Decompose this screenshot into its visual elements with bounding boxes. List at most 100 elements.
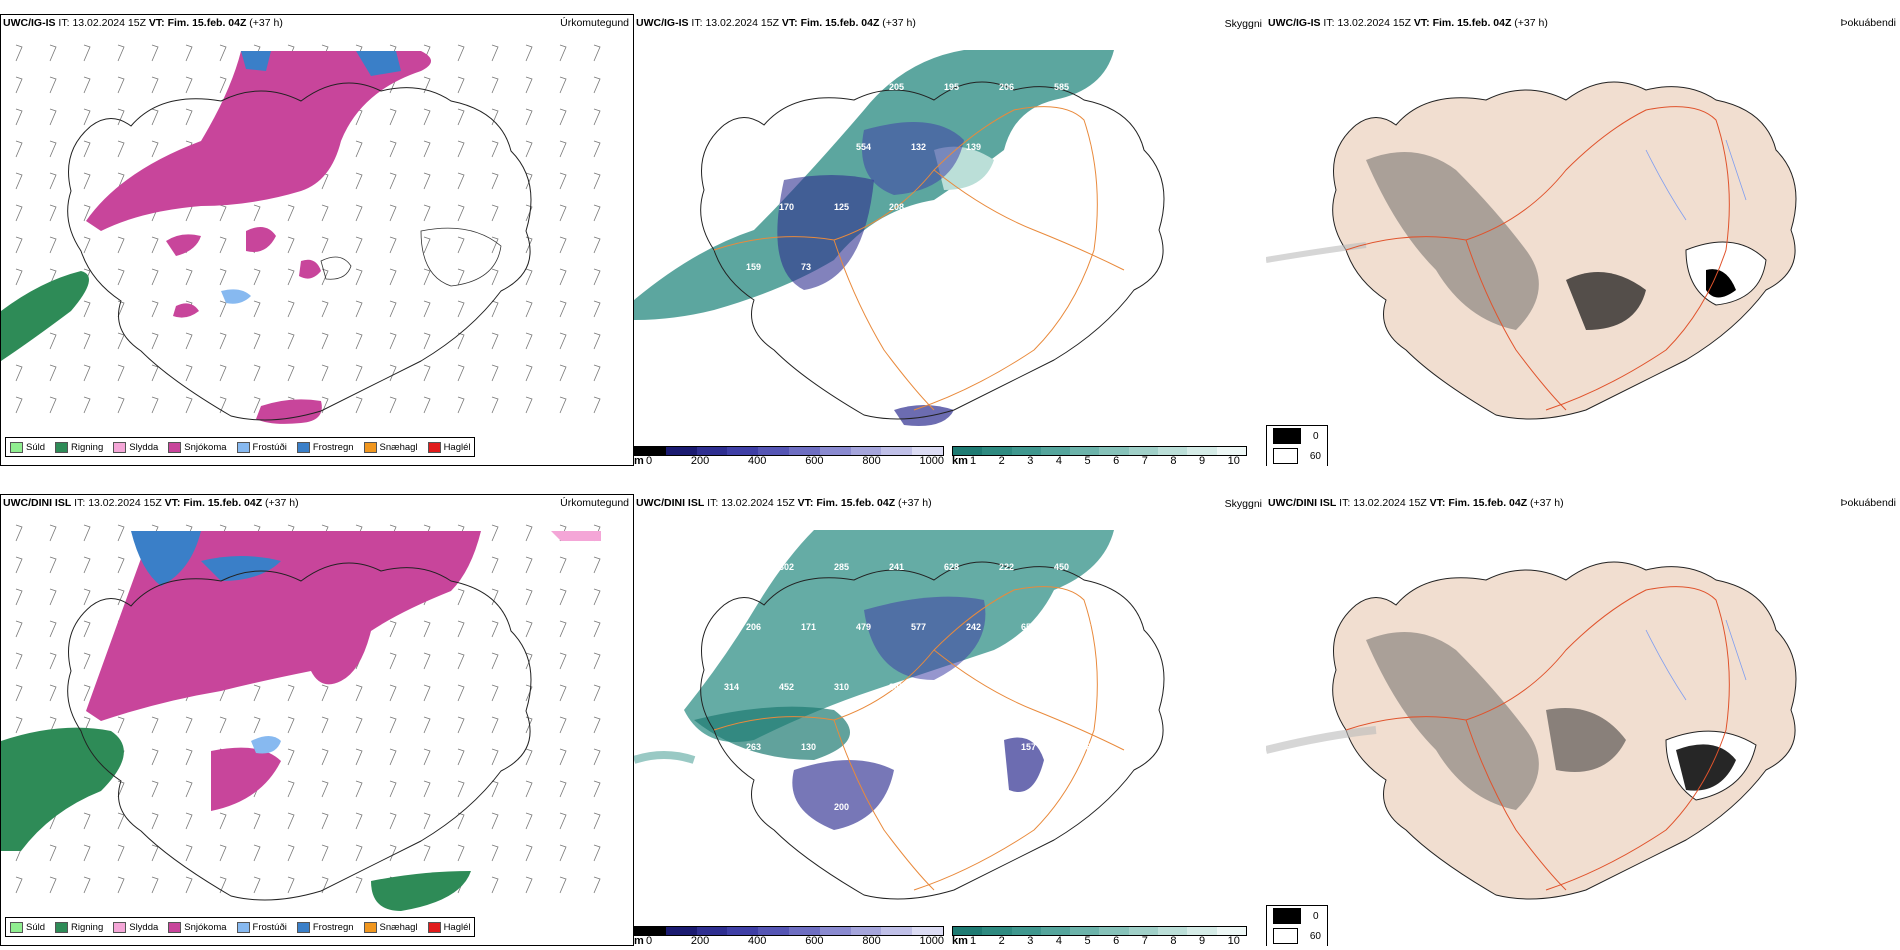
lead-time: (+37 h) — [265, 497, 299, 509]
wind-barb — [117, 524, 125, 542]
wind-barb — [457, 652, 465, 670]
wind-barb — [423, 780, 431, 798]
wind-barb — [491, 684, 499, 702]
ceiling-label: 163 — [944, 202, 959, 212]
ceiling-label: 125 — [834, 202, 849, 212]
coastline — [700, 561, 1165, 900]
wind-barb — [593, 620, 601, 638]
wind-barb — [423, 396, 431, 414]
panel-header: UWC/DINI ISL IT: 13.02.2024 15Z VT: Fim.… — [634, 494, 1266, 510]
wind-barb — [525, 748, 533, 766]
wind-barb — [83, 204, 91, 222]
wind-barb — [559, 876, 567, 894]
colorbar-tick-4: 5 — [1084, 935, 1091, 946]
colorbar-tick-1: 2 — [998, 935, 1005, 946]
wind-barb — [457, 780, 465, 798]
wind-barb — [151, 748, 159, 766]
rain-area — [1, 271, 89, 361]
fog-gradient — [1366, 152, 1539, 330]
low-cloud-area — [634, 50, 1114, 320]
ceiling-label: 206 — [999, 82, 1014, 92]
colorbar-m-ticks: 0 200 400 600 800 1000 — [646, 455, 944, 466]
legend-label: Snæhagl — [379, 921, 418, 933]
wind-barb — [321, 236, 329, 254]
wind-barb — [389, 396, 397, 414]
wind-barb — [355, 876, 363, 894]
colorbar-swatch-5 — [788, 927, 820, 935]
wind-barb — [151, 140, 159, 158]
cloud-base-low — [792, 760, 894, 830]
wind-barb — [151, 812, 159, 830]
panel-title: Þokuábendi — [1840, 17, 1896, 29]
rain-area — [1, 727, 124, 851]
wind-barb — [593, 812, 601, 830]
vt-label: VT: — [1413, 17, 1430, 29]
wind-barb — [491, 716, 499, 734]
legend-swatch — [55, 441, 69, 453]
wind-barb — [15, 268, 23, 286]
wind-barb — [49, 844, 57, 862]
legend-item-7: Haglél — [427, 921, 471, 933]
fog-gradient — [1366, 632, 1539, 810]
wind-barb — [83, 108, 91, 126]
freezing-rain-area — [356, 51, 401, 76]
colorbar-swatch-7 — [850, 927, 882, 935]
legend-item-2: Slydda — [113, 441, 159, 453]
colorbar-swatch-2 — [1011, 927, 1041, 935]
ceiling-label: 253 — [746, 142, 761, 152]
wind-barb — [593, 204, 601, 222]
wind-barb — [185, 716, 193, 734]
ceiling-label: 307 — [944, 682, 959, 692]
wind-barb — [491, 556, 499, 574]
colorbar-tick-1: 200 — [690, 935, 710, 946]
wind-barb — [253, 716, 261, 734]
wind-barb — [83, 332, 91, 350]
wind-barb — [593, 76, 601, 94]
wind-barb — [355, 780, 363, 798]
wind-barb — [593, 588, 601, 606]
colorbar-tick-0: 0 — [646, 455, 653, 466]
wind-barb — [355, 300, 363, 318]
colorbar-tick-9: 10 — [1227, 455, 1240, 466]
snow-area — [86, 531, 481, 721]
colorbar-swatch-6 — [819, 447, 851, 455]
colorbar-swatch-0 — [953, 927, 983, 935]
road-network — [1345, 586, 1730, 891]
legend-swatch — [113, 441, 127, 453]
ceiling-label: 123 — [856, 742, 871, 752]
legend-swatch — [10, 921, 23, 933]
ceiling-label: 577 — [911, 622, 926, 632]
wind-barb — [559, 748, 567, 766]
wind-barb — [593, 140, 601, 158]
ceiling-label: 263 — [746, 742, 761, 752]
wind-barb — [457, 332, 465, 350]
colorbar-swatch-6 — [1128, 447, 1159, 455]
colorbar-swatch-5 — [788, 447, 820, 455]
colorbar-km-swatches — [952, 446, 1247, 456]
wind-barb — [491, 332, 499, 350]
colorbar-tick-0: 1 — [970, 935, 977, 946]
wind-barb — [151, 44, 159, 62]
wind-barb — [15, 620, 23, 638]
wind-barb — [253, 364, 261, 382]
fog-map — [1266, 81, 1797, 420]
ceiling-label: 104 — [966, 742, 981, 752]
wind-barb — [525, 556, 533, 574]
wind-barb — [117, 716, 125, 734]
colorbar-m-unit: m — [634, 935, 644, 946]
wind-barb — [559, 684, 567, 702]
model-name: UWC/DINI ISL — [3, 497, 72, 509]
ceiling-label: 276 — [779, 82, 794, 92]
wind-barb — [321, 812, 329, 830]
colorbar-swatch-5 — [1099, 447, 1129, 455]
colorbar-m-ticks: 0 200 400 600 800 1000 — [646, 935, 944, 946]
wind-barb — [525, 876, 533, 894]
colorbar-swatch-4 — [758, 447, 789, 455]
legend-label: Slydda — [129, 441, 159, 453]
colorbar-tick-3: 600 — [805, 935, 824, 946]
wind-barb — [321, 716, 329, 734]
colorbar-km-unit: km — [952, 935, 968, 946]
wind-barb — [49, 44, 57, 62]
wind-barb — [593, 396, 601, 414]
wind-barb — [457, 684, 465, 702]
